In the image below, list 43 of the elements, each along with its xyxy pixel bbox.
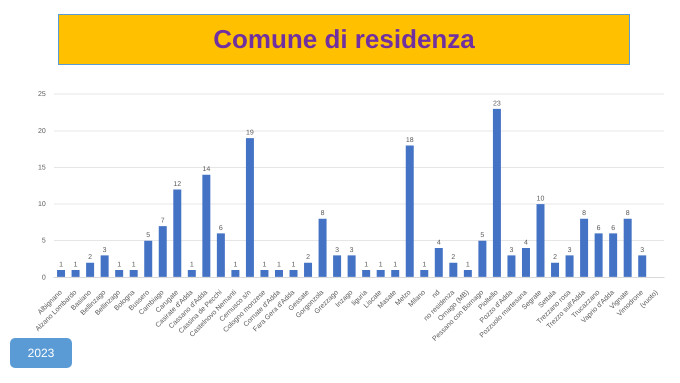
bar — [274, 270, 283, 277]
bar — [638, 255, 646, 277]
bar — [260, 270, 268, 277]
bar — [580, 218, 588, 277]
bar — [507, 255, 516, 277]
bar — [376, 270, 385, 277]
bar — [304, 262, 312, 277]
bar — [609, 233, 618, 277]
bar — [86, 262, 94, 277]
bar — [246, 138, 254, 277]
bar — [391, 270, 400, 277]
chart-title: Comune di residenza — [58, 14, 630, 65]
bar — [290, 270, 298, 277]
bar — [188, 270, 196, 277]
bar — [434, 248, 443, 277]
bar — [449, 262, 458, 277]
bar — [333, 255, 342, 277]
bar — [144, 240, 152, 277]
bar — [522, 248, 530, 277]
bar — [624, 218, 632, 277]
bar — [536, 204, 544, 277]
bar — [72, 270, 80, 277]
bar — [464, 270, 472, 277]
text: 2023 — [10, 338, 72, 368]
bar — [57, 270, 66, 277]
bar — [362, 270, 370, 277]
bar — [478, 240, 486, 277]
bar — [158, 226, 167, 277]
bar — [566, 255, 574, 277]
bar — [115, 270, 124, 277]
bar — [406, 145, 414, 277]
bar — [216, 233, 225, 277]
bar — [594, 233, 603, 277]
bar — [100, 255, 109, 277]
bar — [492, 108, 501, 277]
bar — [231, 270, 240, 277]
bar — [318, 218, 327, 277]
bar — [173, 189, 182, 277]
bar — [130, 270, 138, 277]
bar — [551, 262, 560, 277]
bar — [420, 270, 428, 277]
bar — [202, 174, 210, 277]
bar — [348, 255, 356, 277]
